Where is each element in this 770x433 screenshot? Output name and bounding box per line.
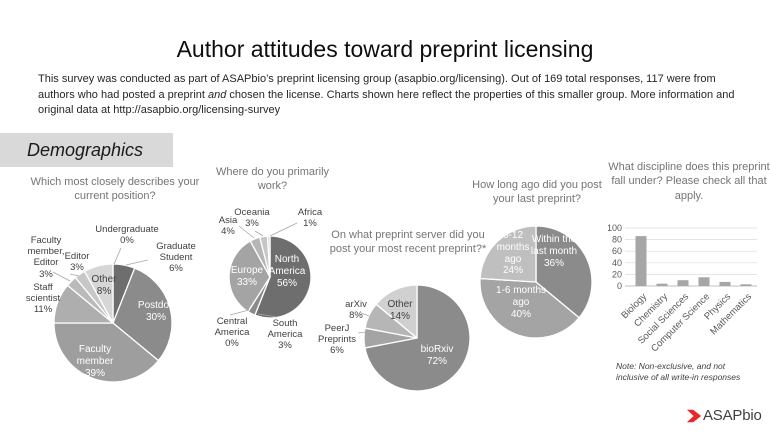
- slice-label: Africa: [297, 207, 323, 218]
- svg-text:0: 0: [617, 281, 622, 291]
- slice-label: bioRxiv: [420, 344, 454, 355]
- slice-label: Faculty member: [76, 344, 114, 367]
- chart-current-position: Which most closely describes your curren…: [15, 175, 215, 400]
- slice-pct: 39%: [84, 367, 105, 379]
- pie-label-asia: Asia 4%: [211, 215, 245, 237]
- slice-label: North America: [268, 254, 306, 277]
- pie-label-europe: Europe 33%: [226, 265, 268, 289]
- svg-text:20: 20: [612, 269, 622, 279]
- pie-label-africa: Africa 1%: [292, 207, 328, 229]
- pie-last-preprint-time: [479, 225, 593, 339]
- chart-title-current-position: Which most closely describes your curren…: [30, 176, 200, 203]
- slice-pct: 1%: [303, 218, 317, 230]
- slice-label: Staff scientist: [25, 282, 61, 305]
- section-label-demographics: Demographics: [0, 133, 173, 167]
- slice-pct: 14%: [389, 310, 410, 322]
- svg-text:60: 60: [612, 246, 622, 256]
- pie-primary-work: [228, 235, 312, 319]
- chart-title-primary-work: Where do you primarily work?: [215, 166, 330, 193]
- slice-pct: 0%: [120, 235, 134, 247]
- chart-title-preprint-server: On what preprint server did you post you…: [329, 229, 487, 256]
- pie-label-faculty-member-editor: Faculty member, Editor 3%: [21, 235, 71, 280]
- slice-label: Undergraduate: [95, 224, 159, 235]
- slice-pct: 0%: [225, 338, 239, 350]
- svg-text:100: 100: [608, 223, 622, 233]
- pie-label-biorxiv: bioRxiv 72%: [410, 344, 464, 368]
- chart-last-preprint-time: How long ago did you post your last prep…: [462, 178, 612, 348]
- slice-label: Graduate Student: [156, 241, 196, 264]
- intro-part2: chosen the license. Charts shown here re…: [38, 88, 735, 117]
- slice-label: Oceania: [234, 207, 270, 218]
- pie-label-within-last-month: Within the last month 36%: [528, 234, 580, 269]
- pie-preprint-server: [363, 284, 471, 392]
- intro-part1: This survey was conducted as part of ASA…: [38, 73, 716, 101]
- pie-label-central-america: Central America 0%: [209, 316, 255, 350]
- pie-label-faculty-member: Faculty member 39%: [65, 344, 125, 379]
- pie-label-oceania: Oceania 3%: [230, 207, 274, 229]
- slice-pct: 3%: [245, 218, 259, 230]
- slice-pct: 56%: [276, 277, 297, 289]
- chart-primary-work: Where do you primarily work? North Ameri…: [200, 165, 345, 360]
- slice-label: Other: [91, 274, 117, 285]
- chart-title-last-preprint-time: How long ago did you post your last prep…: [472, 179, 602, 206]
- slice-pct: 24%: [502, 265, 523, 277]
- slice-label: Faculty member, Editor: [27, 235, 65, 269]
- slice-label: Asia: [218, 215, 238, 226]
- chart-title-discipline: What discipline does this preprint fall …: [608, 161, 770, 202]
- pie-label-other: Other 8%: [83, 274, 125, 298]
- slice-pct: 6%: [330, 345, 344, 357]
- slice-pct: 33%: [236, 276, 257, 288]
- pie-label-postdoc: Postdoc 30%: [130, 300, 182, 324]
- pie-label-graduate-student: Graduate Student 6%: [148, 241, 204, 275]
- page-title: Author attitudes toward preprint licensi…: [176, 36, 594, 62]
- pie-label-peerj-preprints: PeerJ Preprints 6%: [315, 323, 359, 357]
- svg-text:40: 40: [612, 258, 622, 268]
- slice-pct: 72%: [426, 355, 447, 367]
- intro-text: This survey was conducted as part of ASA…: [38, 72, 746, 119]
- pie-label-other-server: Other 14%: [380, 299, 420, 323]
- chart-preprint-server: On what preprint server did you post you…: [315, 228, 486, 400]
- slice-pct: 6%: [169, 263, 183, 275]
- pie-label-arxiv: arXiv 8%: [339, 299, 373, 321]
- slice-label: 6-12 months ago: [496, 230, 530, 265]
- slice-label: Central America: [214, 316, 250, 339]
- slice-pct: 3%: [70, 262, 84, 274]
- slice-label: South America: [267, 318, 303, 341]
- slice-label: Postdoc: [137, 300, 175, 311]
- slice-label: Europe: [230, 265, 264, 276]
- pie-label-1-6-months: 1-6 months ago 40%: [495, 285, 547, 320]
- pie-label-undergraduate: Undergraduate 0%: [82, 224, 172, 246]
- footnote: Note: Non-exclusive, and not inclusive o…: [616, 361, 741, 383]
- asapbio-logo: ASAPbio: [686, 407, 762, 424]
- pie-current-position: [53, 263, 173, 383]
- slice-pct: 4%: [221, 226, 235, 238]
- slice-label: 1-6 months ago: [495, 285, 547, 308]
- pie-label-staff-scientist: Staff scientist 11%: [21, 282, 65, 316]
- slice-pct: 30%: [145, 311, 166, 323]
- pie-label-editor: Editor 3%: [60, 251, 94, 273]
- slice-label: Other: [387, 299, 413, 310]
- logo-text: ASAPbio: [703, 407, 762, 424]
- pie-label-6-12-months: 6-12 months ago 24%: [487, 230, 539, 277]
- slice-pct: 3%: [278, 340, 292, 352]
- slice-label: arXiv: [345, 299, 367, 310]
- slice-pct: 8%: [349, 310, 363, 322]
- slice-pct: 8%: [96, 285, 112, 297]
- slice-pct: 40%: [510, 308, 531, 320]
- slice-pct: 3%: [39, 268, 53, 280]
- intro-italic-word: and: [208, 88, 227, 101]
- slice-pct: 36%: [543, 257, 564, 269]
- slice-label: Within the last month: [530, 234, 578, 257]
- chart-discipline: What discipline does this preprint fall …: [608, 160, 770, 390]
- svg-text:80: 80: [612, 235, 622, 245]
- pie-label-south-america: South America 3%: [262, 318, 308, 352]
- chevron-icon: [686, 409, 702, 422]
- slice-label: PeerJ Preprints: [317, 323, 356, 346]
- slice-label: Editor: [64, 251, 90, 262]
- pie-label-north-america: North America 56%: [261, 254, 313, 289]
- slice-pct: 11%: [33, 304, 53, 316]
